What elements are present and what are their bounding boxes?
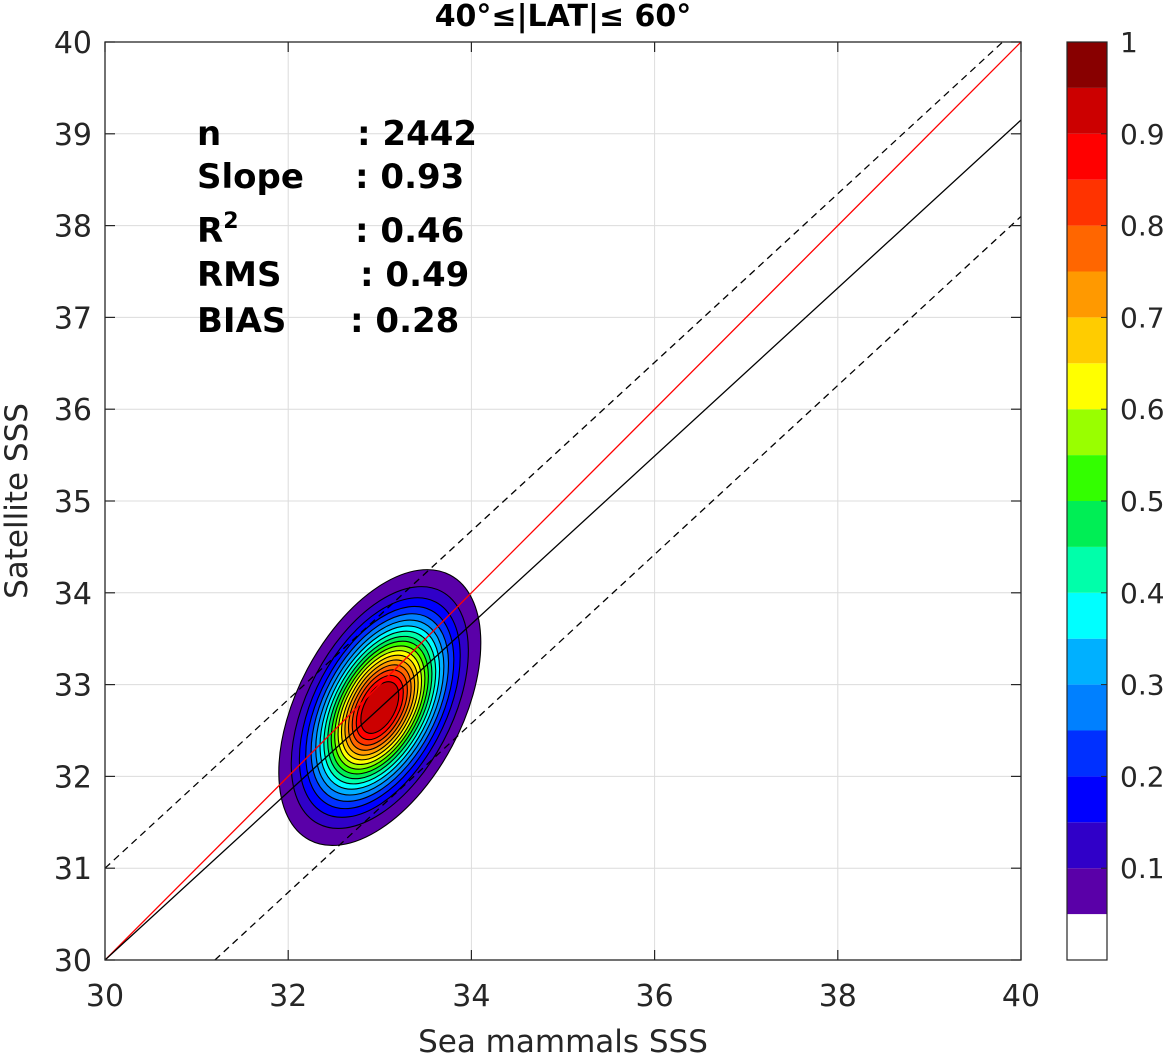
y-tick-label: 34 bbox=[54, 577, 92, 612]
reference-lines bbox=[105, 42, 1021, 960]
stat-label: R2 bbox=[197, 209, 239, 251]
y-tick-label: 36 bbox=[54, 393, 92, 428]
colorbar-segment bbox=[1067, 133, 1107, 180]
y-tick-label: 31 bbox=[54, 852, 92, 887]
colorbar-segment bbox=[1067, 409, 1107, 456]
y-tick-label: 35 bbox=[54, 485, 92, 520]
x-tick-label: 34 bbox=[452, 979, 490, 1014]
colorbar-segment bbox=[1067, 730, 1107, 777]
colorbar-segment bbox=[1067, 455, 1107, 501]
y-tick-label: 32 bbox=[54, 760, 92, 795]
statistics-box: n : 2442 Slope : 0.93 R2 : 0.46 RMS : 0.49 BIAS:… bbox=[197, 114, 477, 341]
stat-value: : 0.46 bbox=[355, 211, 464, 251]
colorbar-segment bbox=[1067, 868, 1107, 915]
colorbar-tick-label: 0.1 bbox=[1120, 852, 1165, 885]
colorbar-segment bbox=[1067, 638, 1107, 685]
colorbar-tick-label: 0.7 bbox=[1120, 301, 1165, 334]
colorbar-segment bbox=[1067, 822, 1107, 869]
colorbar-segment bbox=[1067, 501, 1107, 547]
stat-label: Slope bbox=[197, 157, 304, 197]
stat-label: BIAS bbox=[197, 301, 286, 341]
regression-line bbox=[105, 119, 1021, 960]
colorbar-segment bbox=[1067, 776, 1107, 823]
colorbar-segment bbox=[1067, 42, 1107, 88]
colorbar-segment bbox=[1067, 317, 1107, 364]
lower-bound-line bbox=[214, 215, 1021, 960]
y-tick-label: 38 bbox=[54, 210, 92, 245]
one-to-one-line bbox=[105, 42, 1021, 960]
colorbar-segment bbox=[1067, 363, 1107, 410]
x-tick-label: 32 bbox=[269, 979, 307, 1014]
colorbar-segment bbox=[1067, 592, 1107, 639]
x-tick-label: 40 bbox=[1002, 979, 1040, 1014]
y-tick-label: 40 bbox=[54, 26, 92, 61]
stat-value: : 2442 bbox=[357, 114, 477, 154]
colorbar-segment bbox=[1067, 225, 1107, 272]
y-tick-label: 33 bbox=[54, 669, 92, 704]
colorbar-tick-label: 0.2 bbox=[1120, 760, 1165, 793]
colorbar-tick-label: 1 bbox=[1120, 26, 1138, 59]
colorbar-segment bbox=[1067, 179, 1107, 226]
colorbar-segment bbox=[1067, 684, 1107, 731]
y-axis-label: Satellite SSS bbox=[0, 403, 35, 599]
y-tick-label: 30 bbox=[54, 944, 92, 979]
colorbar-tick-label: 0.8 bbox=[1120, 210, 1165, 243]
stat-value: : 0.28 bbox=[350, 301, 459, 341]
stat-label-superscript: 2 bbox=[223, 209, 238, 234]
colorbar-segment bbox=[1067, 914, 1107, 960]
colorbar-segment bbox=[1067, 87, 1107, 134]
colorbar-tick-label: 0.4 bbox=[1120, 577, 1165, 610]
colorbar-tick-label: 0.3 bbox=[1120, 669, 1165, 702]
colorbar-segment bbox=[1067, 546, 1107, 593]
colorbar: 0.1 0.2 0.3 0.4 0.5 0.6 0.7 0.8 0.9 1 bbox=[1066, 26, 1165, 961]
x-tick-label: 30 bbox=[86, 979, 124, 1014]
y-tick-label: 37 bbox=[54, 301, 92, 336]
chart-title: 40°≤|LAT|≤ 60° bbox=[435, 0, 692, 34]
colorbar-tick-label: 0.6 bbox=[1120, 393, 1165, 426]
axis-ticks: 30 32 34 36 38 40 30 31 32 33 34 35 36 37 38 39 40 bbox=[54, 26, 1040, 1014]
colorbar-tick-label: 0.5 bbox=[1120, 485, 1165, 518]
colorbar-tick-label: 0.9 bbox=[1120, 118, 1165, 151]
x-tick-label: 38 bbox=[819, 979, 857, 1014]
stat-label: RMS bbox=[197, 255, 282, 295]
y-tick-label: 39 bbox=[54, 118, 92, 153]
stat-value: : 0.49 bbox=[360, 255, 469, 295]
x-tick-label: 36 bbox=[636, 979, 674, 1014]
x-axis-label: Sea mammals SSS bbox=[418, 1024, 708, 1055]
stat-value: : 0.93 bbox=[355, 157, 464, 197]
stat-label: n bbox=[197, 114, 221, 154]
colorbar-segment bbox=[1067, 271, 1107, 318]
